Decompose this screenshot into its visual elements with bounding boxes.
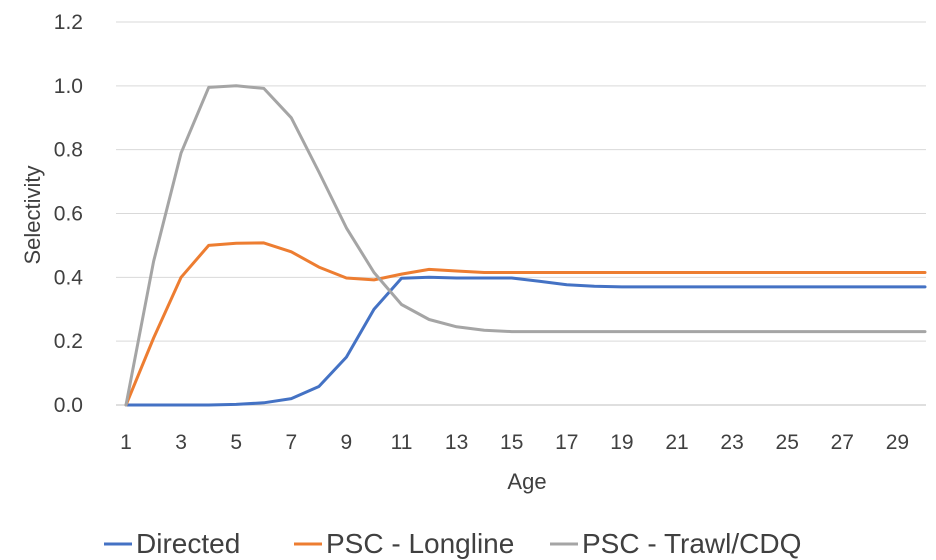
y-tick-label: 1.2 <box>54 11 83 34</box>
x-tick-label: 7 <box>285 431 297 454</box>
x-tick-label: 9 <box>341 431 353 454</box>
y-axis-title: Selectivity <box>20 165 45 264</box>
y-tick-labels: 0.0 0.2 0.4 0.6 0.8 1.0 1.2 <box>54 11 84 417</box>
series-line-2 <box>124 241 927 407</box>
x-tick-label: 17 <box>555 431 578 454</box>
x-tick-label: 13 <box>445 431 468 454</box>
x-tick-label: 25 <box>776 431 799 454</box>
x-tick-label: 27 <box>831 431 854 454</box>
x-tick-labels: 1 3 5 7 9 11 13 15 17 19 21 23 25 27 29 <box>120 431 909 454</box>
y-tick-label: 1.0 <box>54 75 83 98</box>
x-tick-label: 29 <box>886 431 909 454</box>
gridlines <box>116 21 926 406</box>
x-tick-label: 19 <box>610 431 633 454</box>
x-tick-label: 5 <box>230 431 242 454</box>
legend-label: PSC - Longline <box>326 528 514 559</box>
x-tick-label: 1 <box>120 431 132 454</box>
legend-label: Directed <box>136 528 240 559</box>
y-tick-label: 0.6 <box>54 203 83 226</box>
y-tick-label: 0.8 <box>54 139 83 162</box>
x-tick-label: 23 <box>720 431 743 454</box>
y-tick-label: 0.0 <box>54 394 83 417</box>
series-line-1 <box>124 275 927 407</box>
series-line-3 <box>124 84 927 407</box>
x-tick-label: 3 <box>175 431 187 454</box>
x-tick-label: 15 <box>500 431 523 454</box>
y-tick-label: 0.2 <box>54 330 83 353</box>
legend: Directed PSC - Longline PSC - Trawl/CDQ <box>104 528 801 559</box>
series-lines <box>124 84 927 407</box>
x-tick-label: 11 <box>391 431 413 454</box>
x-tick-label: 21 <box>665 431 688 454</box>
legend-label: PSC - Trawl/CDQ <box>582 528 801 559</box>
y-tick-label: 0.4 <box>54 266 84 289</box>
x-axis-title: Age <box>507 469 546 494</box>
